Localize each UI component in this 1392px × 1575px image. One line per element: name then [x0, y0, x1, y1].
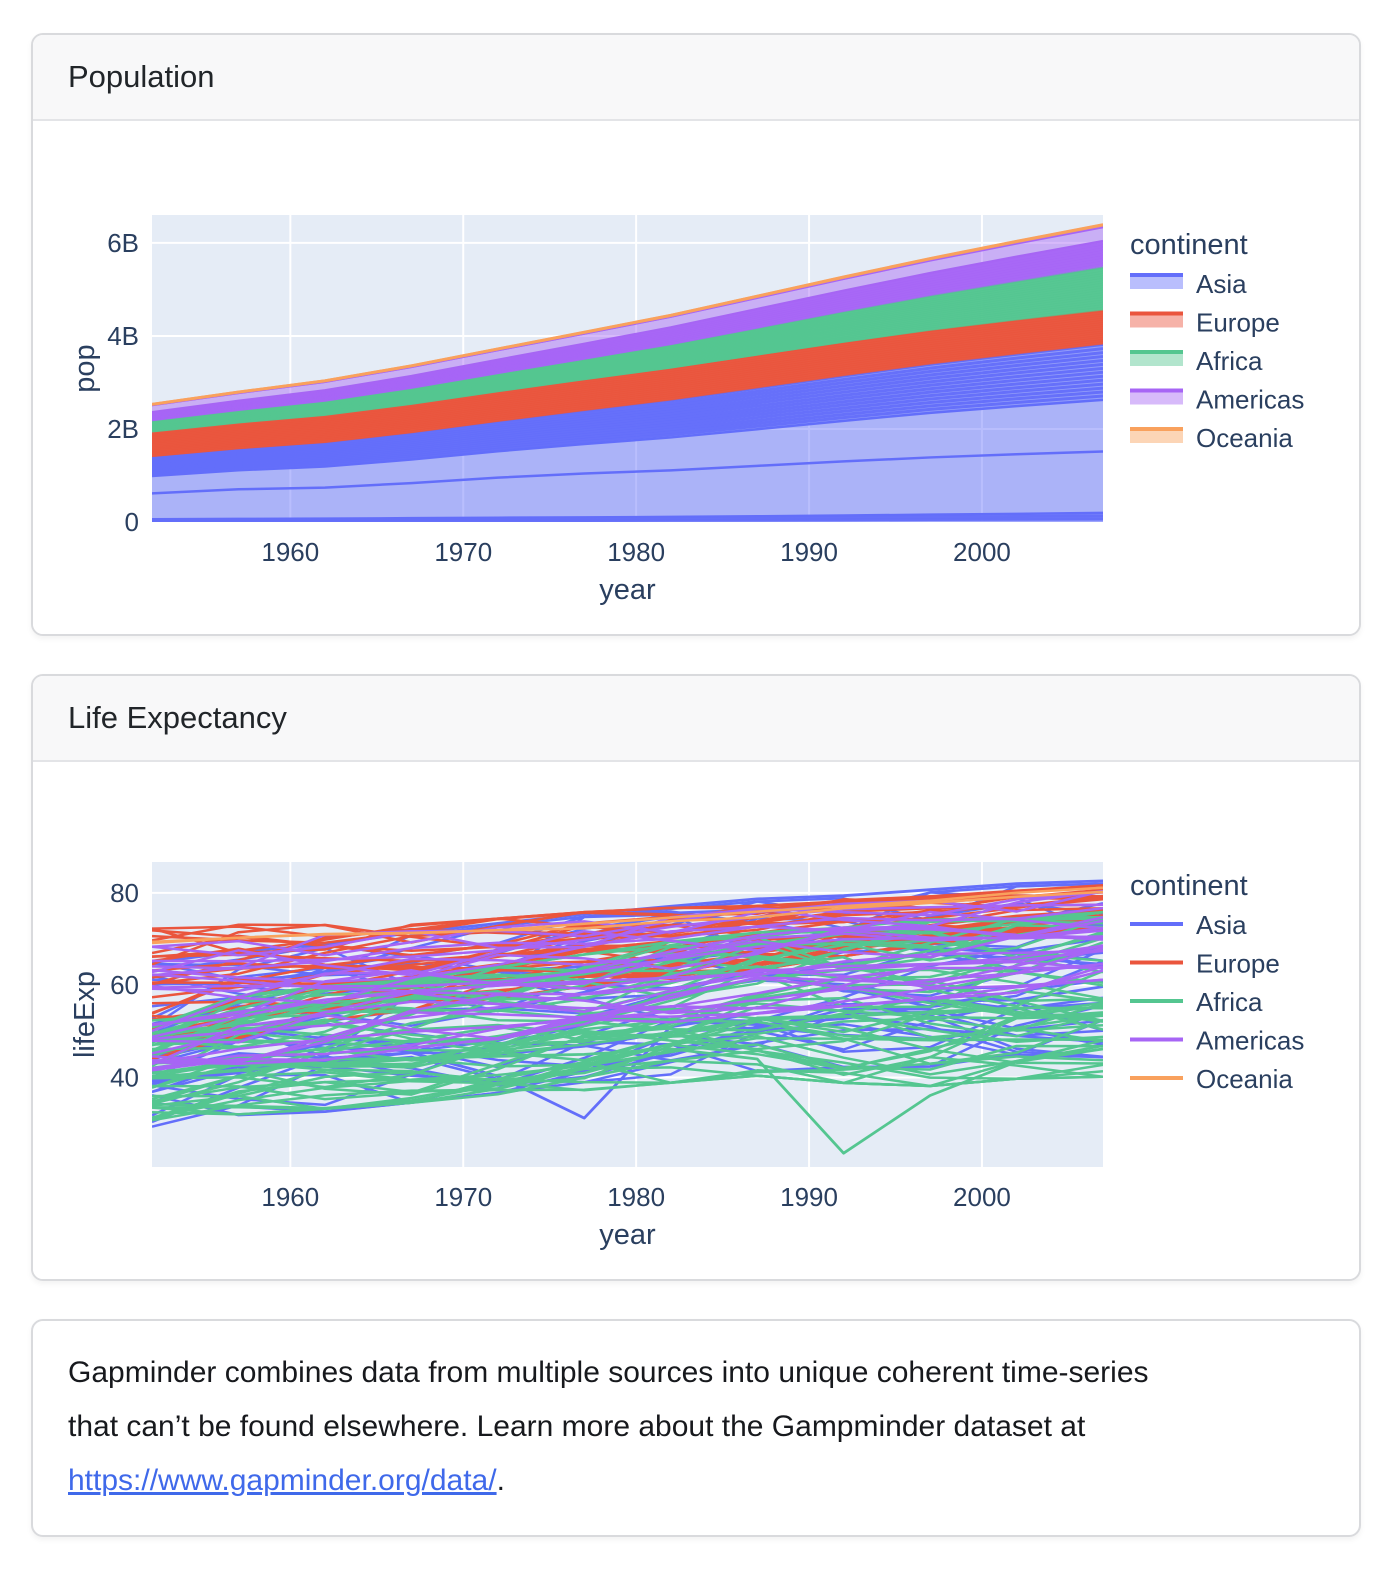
population-card-title: Population: [68, 59, 215, 94]
page: Population 1960 1970 1980 1990 2000 0 2B 4B 6B ye…: [31, 33, 1361, 1537]
population-card-header: Population: [33, 35, 1359, 121]
svg-text:2B: 2B: [107, 414, 139, 444]
about-text-line-2: that can’t be found elsewhere. Learn mor…: [68, 1410, 1086, 1443]
band-europe[interactable]: [152, 309, 1103, 458]
population-area-chart[interactable]: 1960 1970 1980 1990 2000 0 2B 4B 6B year pop contin…: [33, 121, 1359, 634]
legend-item-label: Americas: [1196, 1026, 1304, 1056]
life-expectancy-chart-body: 1960 1970 1980 1990 2000 40 60 80 year lifeExp con…: [33, 762, 1359, 1279]
svg-text:80: 80: [110, 878, 139, 908]
svg-text:6B: 6B: [107, 228, 139, 258]
lines-oceania[interactable]: [152, 886, 1103, 945]
svg-text:1960: 1960: [261, 1182, 319, 1212]
legend-item-europe[interactable]: Europe: [1130, 949, 1280, 979]
x-axis-title: year: [599, 574, 656, 606]
gapminder-link[interactable]: https://www.gapminder.org/data/: [68, 1464, 497, 1497]
legend-item-americas[interactable]: Americas: [1130, 385, 1304, 415]
band-asia[interactable]: [152, 511, 1103, 522]
life-expectancy-card: Life Expectancy 1960 1970 1980 1990 2000 40 60…: [31, 674, 1361, 1281]
about-text-period: .: [496, 1464, 505, 1497]
legend-item-label: Oceania: [1196, 423, 1293, 453]
legend-item-asia[interactable]: Asia: [1130, 910, 1247, 940]
legend-item-label: Europe: [1196, 308, 1280, 338]
svg-text:4B: 4B: [107, 321, 139, 351]
lines-americas[interactable]: [152, 889, 1103, 1072]
svg-text:1970: 1970: [434, 1182, 492, 1212]
legend-item-label: Oceania: [1196, 1064, 1293, 1094]
population-card: Population 1960 1970 1980 1990 2000 0 2B 4B 6B ye…: [31, 33, 1361, 636]
svg-text:2000: 2000: [953, 537, 1011, 567]
life-expectancy-card-title: Life Expectancy: [68, 700, 287, 735]
series-group[interactable]: [152, 879, 1103, 1155]
svg-text:2000: 2000: [953, 1182, 1011, 1212]
legend-title: continent: [1130, 870, 1248, 902]
legend-item-africa[interactable]: Africa: [1130, 346, 1263, 376]
legend-item-americas[interactable]: Americas: [1130, 1026, 1304, 1056]
legend-item-label: Europe: [1196, 949, 1280, 979]
legend-item-asia[interactable]: Asia: [1130, 269, 1247, 299]
axis-tick-labels: 1960 1970 1980 1990 2000 40 60 80: [110, 878, 1011, 1212]
svg-text:1990: 1990: [780, 537, 838, 567]
population-chart-body: 1960 1970 1980 1990 2000 0 2B 4B 6B year pop contin…: [33, 121, 1359, 634]
svg-text:1970: 1970: [434, 537, 492, 567]
band-oceania[interactable]: [152, 223, 1103, 406]
legend-item-africa[interactable]: Africa: [1130, 987, 1263, 1017]
legend-item-label: Americas: [1196, 385, 1304, 415]
life-expectancy-card-header: Life Expectancy: [33, 676, 1359, 762]
svg-text:60: 60: [110, 970, 139, 1000]
svg-text:1990: 1990: [780, 1182, 838, 1212]
about-text: Gapminder combines data from multiple so…: [68, 1346, 1324, 1508]
legend-item-europe[interactable]: Europe: [1130, 308, 1280, 338]
legend-item-label: Asia: [1196, 910, 1247, 940]
svg-text:40: 40: [110, 1062, 139, 1092]
band-asia[interactable]: [152, 343, 1103, 477]
about-card: Gapminder combines data from multiple so…: [31, 1319, 1361, 1537]
legend-item-label: Africa: [1196, 346, 1263, 376]
x-axis-title: year: [599, 1219, 656, 1251]
axis-tick-labels: 1960 1970 1980 1990 2000 0 2B 4B 6B: [107, 228, 1011, 567]
svg-text:1980: 1980: [607, 1182, 665, 1212]
series-group[interactable]: [152, 223, 1103, 522]
about-text-line-1: Gapminder combines data from multiple so…: [68, 1356, 1149, 1389]
svg-text:1960: 1960: [261, 537, 319, 567]
legend-item-label: Asia: [1196, 269, 1247, 299]
life-expectancy-line-chart[interactable]: 1960 1970 1980 1990 2000 40 60 80 year lifeExp con…: [33, 762, 1359, 1279]
y-axis-title: pop: [69, 344, 101, 392]
legend-item-label: Africa: [1196, 987, 1263, 1017]
about-text-line-3: https://www.gapminder.org/data/.: [68, 1454, 1324, 1508]
about-card-body: Gapminder combines data from multiple so…: [33, 1321, 1359, 1535]
y-axis-title: lifeExp: [69, 971, 101, 1058]
legend[interactable]: continent Asia Europe Africa Americas Oceania: [1130, 870, 1304, 1094]
svg-text:0: 0: [125, 507, 139, 537]
svg-text:1980: 1980: [607, 537, 665, 567]
band-asia[interactable]: [152, 450, 1103, 520]
legend-item-oceania[interactable]: Oceania: [1130, 423, 1293, 453]
band-americas[interactable]: [152, 239, 1103, 422]
legend[interactable]: continent Asia Europe Africa Americas Oceania: [1130, 229, 1304, 453]
legend-item-oceania[interactable]: Oceania: [1130, 1064, 1293, 1094]
legend-title: continent: [1130, 229, 1248, 261]
